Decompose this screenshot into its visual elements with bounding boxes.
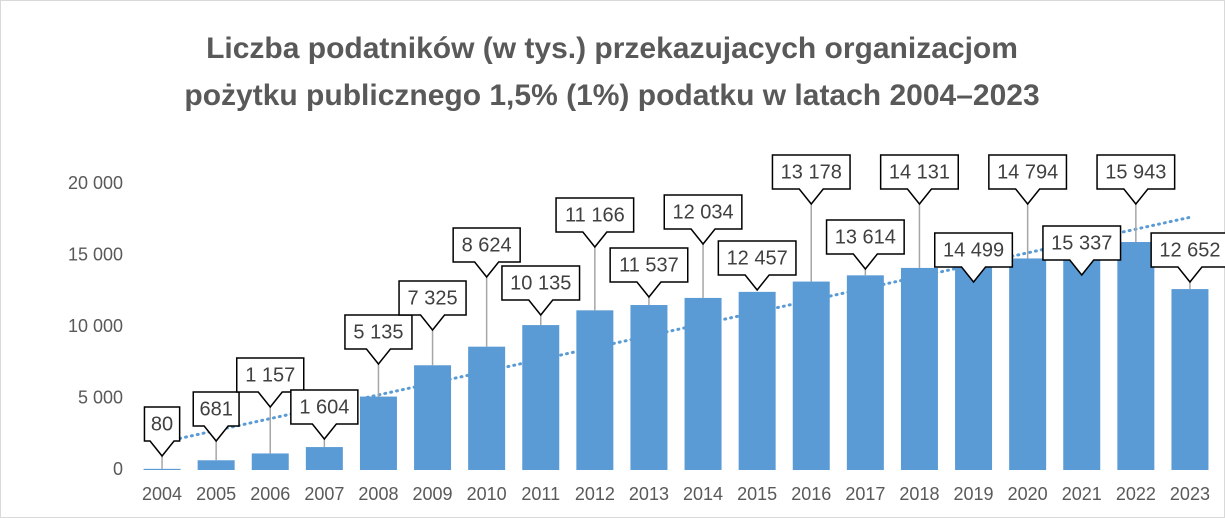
bar: [197, 460, 235, 470]
y-tick-label: 0: [113, 459, 123, 479]
bar: [955, 262, 993, 470]
data-label: 13 614: [835, 226, 896, 248]
callout: [1096, 154, 1176, 206]
callout: [143, 406, 181, 458]
callout: [236, 357, 305, 409]
callout: [344, 314, 413, 366]
bar: [359, 396, 397, 470]
data-label: 12 652: [1159, 239, 1220, 261]
bar: [576, 310, 614, 470]
bar: [1117, 242, 1155, 470]
x-tick-label: 2017: [845, 484, 885, 504]
data-label: 80: [151, 413, 173, 435]
x-tick-label: 2012: [575, 484, 615, 504]
data-label: 12 457: [727, 247, 788, 269]
x-tick-label: 2022: [1116, 484, 1156, 504]
data-label: 681: [199, 398, 232, 420]
x-tick-label: 2005: [196, 484, 236, 504]
data-label: 14 794: [997, 161, 1058, 183]
bar: [468, 346, 506, 470]
callout: [555, 197, 635, 249]
x-tick-label: 2007: [304, 484, 344, 504]
y-tick-label: 15 000: [68, 244, 123, 264]
bar: [846, 275, 884, 470]
x-tick-label: 2014: [683, 484, 723, 504]
data-label: 1 604: [299, 396, 349, 418]
bar: [1171, 289, 1209, 470]
x-tick-label: 2013: [629, 484, 669, 504]
data-label: 14 499: [943, 239, 1004, 261]
bar: [630, 305, 668, 470]
data-label: 10 135: [510, 272, 571, 294]
data-label: 11 537: [619, 254, 679, 276]
x-tick-label: 2023: [1170, 484, 1210, 504]
chart-title: pożytku publicznego 1,5% (1%) podatku w …: [184, 79, 1039, 112]
y-tick-label: 5 000: [78, 387, 123, 407]
callout: [398, 280, 467, 332]
data-label: 14 131: [889, 161, 950, 183]
x-tick-label: 2010: [467, 484, 507, 504]
x-tick-label: 2020: [1008, 484, 1048, 504]
chart-title: Liczba podatników (w tys.) przekazujacyc…: [206, 32, 1018, 65]
callout: [934, 232, 1014, 284]
bar: [900, 267, 938, 470]
bar: [143, 468, 181, 470]
callout: [879, 154, 959, 206]
callout: [501, 265, 581, 317]
bar: [522, 325, 560, 470]
x-tick-label: 2009: [413, 484, 453, 504]
bar: [251, 453, 289, 470]
data-label: 11 166: [565, 204, 625, 226]
callout: [1150, 232, 1225, 284]
x-tick-label: 2008: [358, 484, 398, 504]
x-tick-label: 2011: [521, 484, 560, 504]
callout: [663, 194, 743, 246]
bar: [305, 447, 343, 470]
bar: [1063, 250, 1101, 470]
data-label: 5 135: [353, 321, 403, 343]
callout: [609, 247, 689, 299]
x-tick-label: 2018: [899, 484, 939, 504]
data-label: 13 178: [781, 161, 842, 183]
x-tick-label: 2004: [142, 484, 182, 504]
callout: [825, 219, 905, 271]
bar: [792, 281, 830, 470]
x-tick-label: 2015: [737, 484, 777, 504]
data-label: 15 943: [1105, 161, 1166, 183]
callout: [717, 240, 797, 292]
data-label: 15 337: [1051, 232, 1112, 254]
data-label: 8 624: [462, 234, 512, 256]
x-tick-label: 2016: [791, 484, 831, 504]
callout: [452, 227, 521, 279]
bar: [1009, 258, 1047, 470]
data-label: 7 325: [408, 287, 458, 309]
data-label: 12 034: [672, 201, 733, 223]
callout: [1042, 225, 1122, 277]
callout: [192, 391, 240, 443]
y-tick-label: 10 000: [68, 316, 123, 336]
callout: [290, 389, 359, 441]
x-tick-label: 2019: [954, 484, 994, 504]
x-tick-label: 2021: [1062, 484, 1102, 504]
x-tick-label: 2006: [250, 484, 290, 504]
callout: [988, 154, 1068, 206]
data-label: 1 157: [245, 364, 295, 386]
y-tick-label: 20 000: [68, 173, 123, 193]
bar: [738, 291, 776, 470]
callout: [771, 154, 851, 206]
